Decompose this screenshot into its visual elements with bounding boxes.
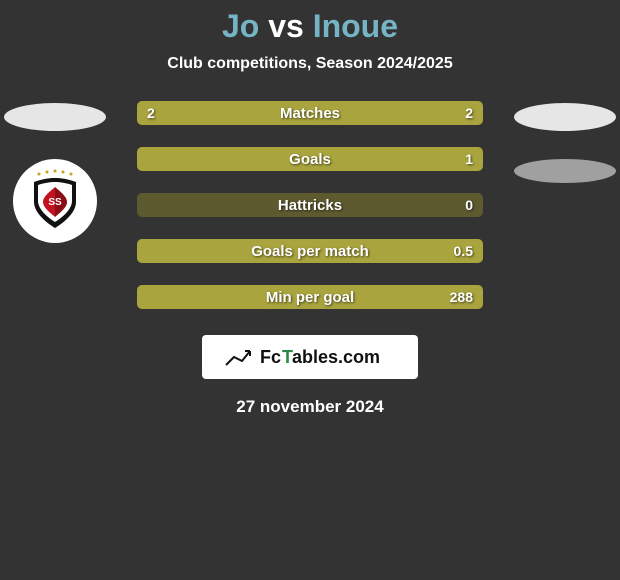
stat-label: Min per goal	[137, 285, 483, 309]
placeholder-ellipse	[4, 103, 106, 131]
stats-area: SS Matches2 2 Goals1 Hattricks0 Goals per ma…	[0, 101, 620, 309]
stat-value-left: 2	[147, 101, 155, 125]
page-title: Jo vs Inoue	[0, 8, 620, 45]
stat-label: Goals per match	[137, 239, 483, 263]
shield-icon: SS	[22, 168, 88, 234]
stat-value-right: 0.5	[454, 239, 473, 263]
club-badge-left: SS	[13, 159, 97, 243]
stat-label: Matches	[137, 101, 483, 125]
svg-text:SS: SS	[48, 197, 62, 208]
title-player2: Inoue	[313, 8, 398, 44]
subtitle: Club competitions, Season 2024/2025	[0, 55, 620, 73]
fctables-logo-icon: Fc T ables.com	[220, 343, 400, 371]
stat-value-right: 0	[465, 193, 473, 217]
title-vs: vs	[268, 8, 304, 44]
stat-row: Goals per match0.5	[137, 239, 483, 263]
stat-value-right: 288	[450, 285, 473, 309]
comparison-card: Jo vs Inoue Club competitions, Season 20…	[0, 0, 620, 417]
svg-text:Fc: Fc	[260, 347, 281, 367]
svg-text:ables.com: ables.com	[292, 347, 380, 367]
title-player1: Jo	[222, 8, 259, 44]
stat-row: Goals1	[137, 147, 483, 171]
stat-value-right: 1	[465, 147, 473, 171]
stat-row: Min per goal288	[137, 285, 483, 309]
stat-rows: Matches2 2 Goals1 Hattricks0 Goals per match…	[137, 101, 483, 309]
placeholder-ellipse	[514, 103, 616, 131]
stat-label: Hattricks	[137, 193, 483, 217]
stat-row: Matches2 2	[137, 101, 483, 125]
right-badges	[510, 101, 620, 183]
date-label: 27 november 2024	[0, 397, 620, 417]
placeholder-ellipse-dim	[514, 159, 616, 183]
stat-value-right: 2	[465, 101, 473, 125]
stat-row: Hattricks0	[137, 193, 483, 217]
brand-logo: Fc T ables.com	[202, 335, 418, 379]
left-badges: SS	[0, 101, 110, 243]
stat-label: Goals	[137, 147, 483, 171]
